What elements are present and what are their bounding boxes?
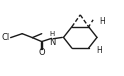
Text: H: H — [96, 46, 102, 55]
Text: Cl: Cl — [2, 33, 10, 42]
Text: O: O — [38, 48, 45, 57]
Text: H: H — [50, 31, 55, 37]
Text: H: H — [99, 17, 105, 26]
Text: N: N — [49, 38, 56, 47]
